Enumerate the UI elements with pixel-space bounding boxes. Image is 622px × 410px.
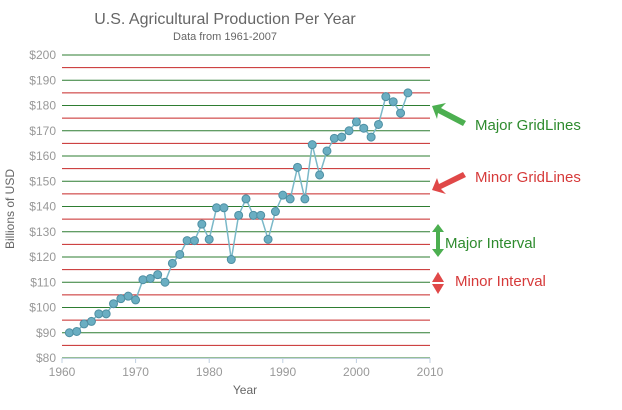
data-point[interactable] xyxy=(263,234,273,244)
chart-subtitle: Data from 1961-2007 xyxy=(173,31,277,43)
minor-interval-icon xyxy=(432,272,444,294)
data-point[interactable] xyxy=(307,140,317,150)
data-point[interactable] xyxy=(204,234,214,244)
x-tick-label: 1970 xyxy=(122,365,149,379)
data-point[interactable] xyxy=(344,126,354,136)
data-point[interactable] xyxy=(86,316,96,326)
data-point[interactable] xyxy=(285,194,295,204)
y-tick-label: $100 xyxy=(29,301,56,315)
data-point[interactable] xyxy=(366,132,376,142)
minor-gridlines-label: Minor GridLines xyxy=(475,169,581,186)
data-point[interactable] xyxy=(293,162,303,172)
data-point[interactable] xyxy=(315,170,325,180)
data-point[interactable] xyxy=(373,119,383,129)
data-point[interactable] xyxy=(359,123,369,133)
data-point[interactable] xyxy=(329,133,339,143)
x-tick-label: 1960 xyxy=(49,365,76,379)
data-point[interactable] xyxy=(212,203,222,213)
data-point[interactable] xyxy=(145,273,155,283)
y-tick-label: $200 xyxy=(29,48,56,62)
data-point[interactable] xyxy=(337,132,347,142)
x-tick-label: 2010 xyxy=(417,365,444,379)
y-tick-label: $150 xyxy=(29,174,56,188)
x-tick-label: 1980 xyxy=(196,365,223,379)
y-tick-label: $120 xyxy=(29,250,56,264)
data-point[interactable] xyxy=(403,88,413,98)
data-point[interactable] xyxy=(322,146,332,156)
data-point[interactable] xyxy=(189,236,199,246)
data-point[interactable] xyxy=(278,190,288,200)
chart-title: U.S. Agricultural Production Per Year xyxy=(94,11,356,28)
y-axis-title: Billions of USD xyxy=(3,169,17,249)
y-tick-label: $130 xyxy=(29,225,56,239)
minor-interval-label: Minor Interval xyxy=(455,273,546,290)
y-tick-label: $90 xyxy=(36,326,56,340)
data-point[interactable] xyxy=(381,92,391,102)
data-point[interactable] xyxy=(138,275,148,285)
y-axis-ticks: $80 $90 $100 $110 $120 $130 $140 $150 $160 $170 $1… xyxy=(29,48,56,365)
y-tick-label: $140 xyxy=(29,200,56,214)
major-gridlines-label: Major GridLines xyxy=(475,117,581,134)
data-point[interactable] xyxy=(64,328,74,338)
y-tick-label: $170 xyxy=(29,124,56,138)
data-point[interactable] xyxy=(197,219,207,229)
gridlines xyxy=(62,54,430,359)
series-layer xyxy=(64,88,413,338)
data-point[interactable] xyxy=(234,210,244,220)
data-point[interactable] xyxy=(256,210,266,220)
minor-gridlines-arrow-icon xyxy=(432,172,466,194)
data-point[interactable] xyxy=(109,299,119,309)
y-tick-label: $160 xyxy=(29,149,56,163)
major-gridlines-arrow-icon xyxy=(432,103,466,126)
major-interval-icon xyxy=(432,224,444,257)
data-point[interactable] xyxy=(351,117,361,127)
data-point[interactable] xyxy=(388,97,398,107)
data-point[interactable] xyxy=(248,210,258,220)
x-tick-label: 2000 xyxy=(343,365,370,379)
x-tick-label: 1990 xyxy=(269,365,296,379)
data-point[interactable] xyxy=(270,207,280,217)
x-axis-title: Year xyxy=(233,383,257,397)
major-interval-label: Major Interval xyxy=(445,235,536,252)
data-point[interactable] xyxy=(241,194,251,204)
data-point[interactable] xyxy=(219,203,229,213)
data-point[interactable] xyxy=(94,309,104,319)
y-tick-label: $190 xyxy=(29,73,56,87)
data-point[interactable] xyxy=(226,255,236,265)
data-point[interactable] xyxy=(160,277,170,287)
data-point[interactable] xyxy=(116,294,126,304)
data-point[interactable] xyxy=(79,319,89,329)
data-point[interactable] xyxy=(300,194,310,204)
data-point[interactable] xyxy=(131,295,141,305)
y-tick-label: $110 xyxy=(30,275,56,289)
annotations-layer: Major GridLines Minor GridLines Major In… xyxy=(432,103,581,294)
data-point[interactable] xyxy=(396,108,406,118)
data-point[interactable] xyxy=(153,270,163,280)
y-tick-label: $180 xyxy=(29,99,56,113)
y-tick-label: $80 xyxy=(36,351,56,365)
data-point[interactable] xyxy=(182,236,192,246)
data-point[interactable] xyxy=(101,309,111,319)
x-axis-ticks: 1960 1970 1980 1990 2000 2010 xyxy=(49,358,444,379)
data-point[interactable] xyxy=(72,326,82,336)
data-point[interactable] xyxy=(167,258,177,268)
data-point[interactable] xyxy=(123,291,133,301)
data-point[interactable] xyxy=(175,249,185,259)
